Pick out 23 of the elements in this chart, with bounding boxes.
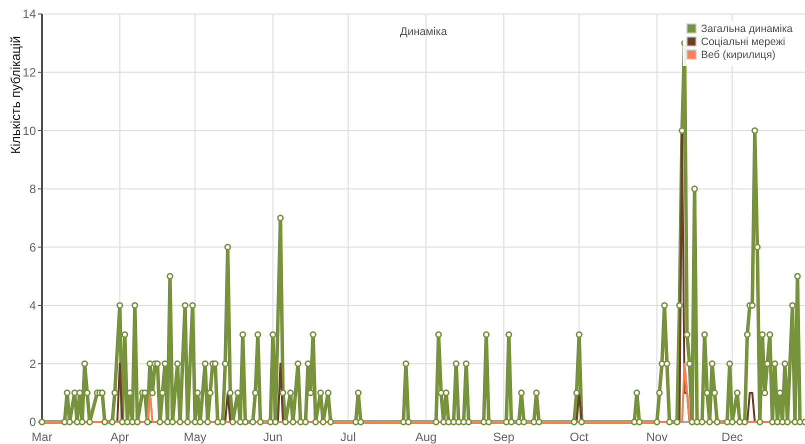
x-tick-label: May <box>184 430 206 444</box>
x-tick-label: Mar <box>32 430 52 444</box>
x-tick-label: Sep <box>493 430 515 444</box>
legend-label: Загальна динаміка <box>701 23 793 35</box>
x-tick-label: Nov <box>646 430 668 444</box>
y-tick-label: 6 <box>29 240 36 254</box>
x-tick-label: Dec <box>722 430 743 444</box>
y-tick-label: 12 <box>22 65 36 80</box>
y-tick-label: 8 <box>29 182 36 196</box>
legend-label: Веб (кирилиця) <box>701 49 776 61</box>
legend-label: Соціальні мережі <box>701 36 786 48</box>
y-tick-label: 2 <box>29 356 36 371</box>
x-tick-label: Aug <box>415 430 437 444</box>
x-tick-label: Jun <box>263 430 283 444</box>
y-tick-label: 14 <box>22 7 36 22</box>
y-tick-label: 4 <box>29 298 36 313</box>
text: Динаміка <box>400 26 448 38</box>
y-tick-label: 10 <box>22 124 36 138</box>
x-tick-label: Apr <box>110 430 130 444</box>
x-tick-label: Oct <box>570 430 590 444</box>
y-tick-label: 0 <box>29 415 36 430</box>
y-axis-title: Кількість публікацій <box>8 36 23 154</box>
x-tick-label: Jul <box>340 430 356 444</box>
